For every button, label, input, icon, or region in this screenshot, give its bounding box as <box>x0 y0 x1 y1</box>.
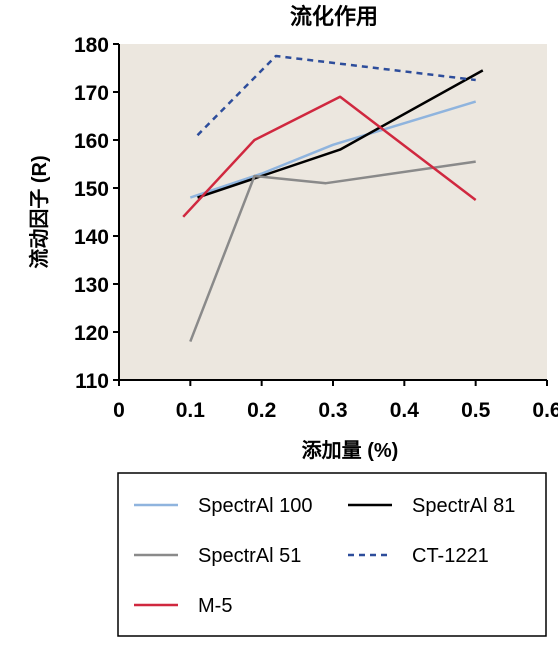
y-tick-label: 140 <box>74 226 109 249</box>
legend-label-spectral-51: SpectrAl 51 <box>198 545 301 567</box>
x-tick-label: 0.3 <box>318 399 347 422</box>
series-line-spectral-81 <box>197 69 484 199</box>
x-tick-label: 0.6 <box>532 399 558 422</box>
legend-label-spectral-81: SpectrAl 81 <box>412 495 515 517</box>
series-lines <box>182 54 484 343</box>
y-tick-label: 120 <box>74 322 109 345</box>
y-tick-label: 110 <box>75 370 109 393</box>
y-tick-label: 150 <box>74 178 109 201</box>
series-line-ct-1221 <box>196 54 476 137</box>
legend-label-ct-1221: CT-1221 <box>412 545 489 567</box>
x-tick-label: 0.5 <box>461 399 491 422</box>
x-tick-label: 0.1 <box>176 399 206 422</box>
legend: SpectrAl 100 SpectrAl 81 SpectrAl 51 CT-122… <box>117 472 547 637</box>
x-tick-label: 0.4 <box>390 399 420 422</box>
y-tick-label: 130 <box>74 274 109 297</box>
x-axis: 0 0.1 0.2 0.3 0.4 0.5 0.6 <box>113 379 558 422</box>
series-line-spectral-51 <box>189 160 476 343</box>
y-tick-label: 180 <box>74 34 109 57</box>
chart-title: 流化作用 <box>290 4 378 29</box>
legend-label-spectral-100: SpectrAl 100 <box>198 495 313 517</box>
x-tick-label: 0 <box>113 399 125 422</box>
y-axis-label: 流动因子 (R) <box>27 155 51 268</box>
y-tick-label: 170 <box>74 82 109 105</box>
plot-area <box>119 44 547 380</box>
legend-label-m-5: M-5 <box>198 595 232 617</box>
x-axis-label: 添加量 (%) <box>302 439 399 462</box>
y-axis: 110 120 130 140 150 160 170 180 <box>74 34 120 393</box>
series-line-spectral-100 <box>189 100 477 199</box>
x-tick-label: 0.2 <box>247 399 276 422</box>
y-tick-label: 160 <box>74 130 109 153</box>
series-line-m-5 <box>182 95 477 218</box>
legend-box <box>117 472 547 637</box>
